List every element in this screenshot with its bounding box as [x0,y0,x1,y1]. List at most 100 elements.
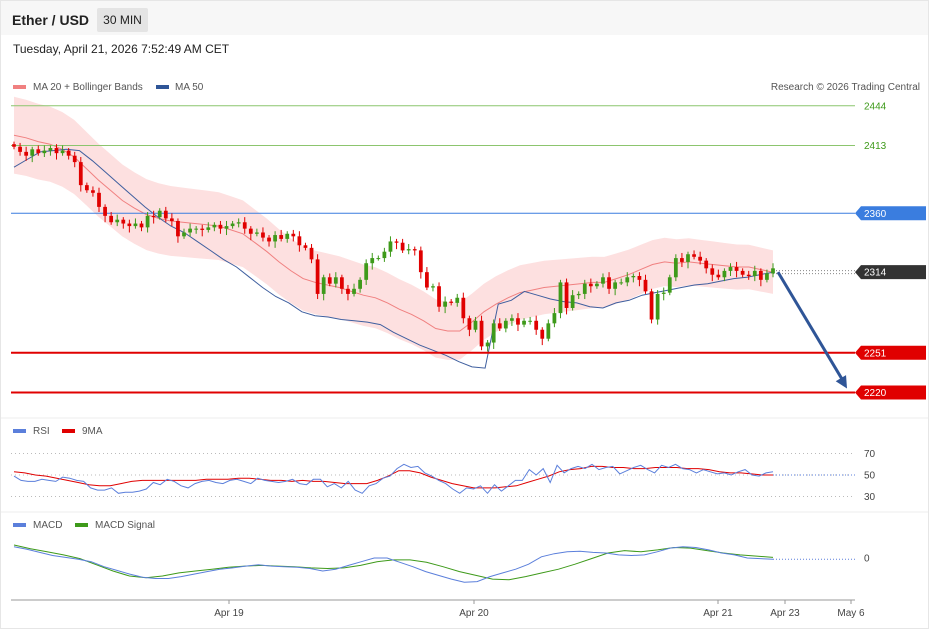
level-tag-2251 [855,345,926,360]
candle-body [667,277,672,293]
legend-label-rsi-9ma: 9MA [82,426,103,437]
candle-body [418,250,423,273]
candle-body [613,282,618,289]
candle-body [352,288,356,294]
candle-body [473,320,478,330]
candle-body [97,192,101,207]
x-tick-label: May 6 [837,608,865,619]
candle-body [133,223,138,227]
candle-body [66,150,71,156]
candle-body [540,329,545,339]
candle-body [443,301,447,307]
candles [12,141,775,352]
candle-body [370,258,375,264]
candle-body [625,277,630,283]
legend-label-ma20: MA 20 + Bollinger Bands [33,82,143,93]
rsi-9ma-line [13,465,773,489]
candle-body [503,320,508,329]
ma20-line [13,134,774,332]
candle-body [267,237,271,242]
candle-body [497,323,502,329]
level-label-2360: 2360 [864,209,887,220]
candle-body [169,218,174,221]
ma50-line [13,148,774,369]
candle-body [315,259,320,294]
candle-body [376,258,381,260]
candle-body [400,242,405,251]
candle-body [364,263,369,280]
candle-body [24,151,29,156]
candle-body [510,318,514,321]
legend-swatch-macd-signal [75,523,88,527]
candle-body [437,286,441,307]
legend-swatch-rsi-9ma [62,429,75,433]
candle-body [176,220,180,237]
candle-body [570,295,575,308]
x-axis-ticks: Apr 19 Apr 20 Apr 21 Apr 23 May 6 [214,600,865,619]
candle-body [552,313,557,324]
candle-body [431,286,435,288]
candle-body [406,249,411,251]
candle-body [182,232,186,237]
candle-body [698,256,703,261]
candle-body [758,270,763,280]
candle-body [30,149,35,156]
candle-body [455,297,460,303]
macd-grid: 0 [864,554,870,565]
candle-body [273,235,277,242]
level-tag-2360 [855,206,926,221]
candle-body [303,245,308,248]
candle-body [661,292,666,294]
candle-body [746,274,751,277]
candle-body [327,277,332,284]
candle-body [771,268,775,274]
candle-body [710,268,715,275]
copyright-text: Research © 2026 Trading Central [771,82,920,93]
candle-body [333,277,338,284]
level-label-2314: 2314 [864,268,887,279]
candle-body [157,210,162,218]
candle-body [637,276,642,280]
legend-swatch-macd [13,523,26,527]
rsi-grid: 70 50 30 [11,449,876,503]
candle-body [649,291,654,320]
candle-body [200,228,205,230]
candle-body [588,283,593,287]
candle-body [467,318,472,330]
candle-body [163,210,168,219]
candle-body [60,150,65,154]
candle-body [582,283,587,294]
candle-body [704,260,709,269]
candle-body [643,279,648,292]
symbol-title: Ether / USD [12,12,90,28]
candle-body [121,219,126,224]
timeframe-selector[interactable]: 30 MIN [97,8,148,32]
candle-body [139,223,144,228]
candle-body [248,228,253,234]
rsi-tick-label: 30 [864,492,876,503]
candle-body [218,224,223,229]
candle-body [194,228,199,230]
candle-body [42,150,47,154]
candle-body [54,148,59,154]
candle-body [595,283,599,287]
candle-body [528,320,533,322]
candle-body [412,249,417,251]
legend-swatch-ma50 [156,85,169,89]
candle-body [394,241,399,243]
candle-body [279,235,284,239]
legend-label-ma50: MA 50 [175,82,204,93]
candle-body [18,146,22,152]
level-tag-2220 [855,385,926,400]
candle-body [479,320,484,347]
x-tick-label: Apr 19 [214,608,244,619]
candle-body [297,236,302,246]
legend-swatch-ma20 [13,85,26,89]
candle-body [346,288,350,294]
level-label-2413: 2413 [864,141,887,152]
candle-body [84,185,89,191]
candle-body [109,215,114,223]
candle-body [188,228,192,233]
candle-body [48,148,53,151]
